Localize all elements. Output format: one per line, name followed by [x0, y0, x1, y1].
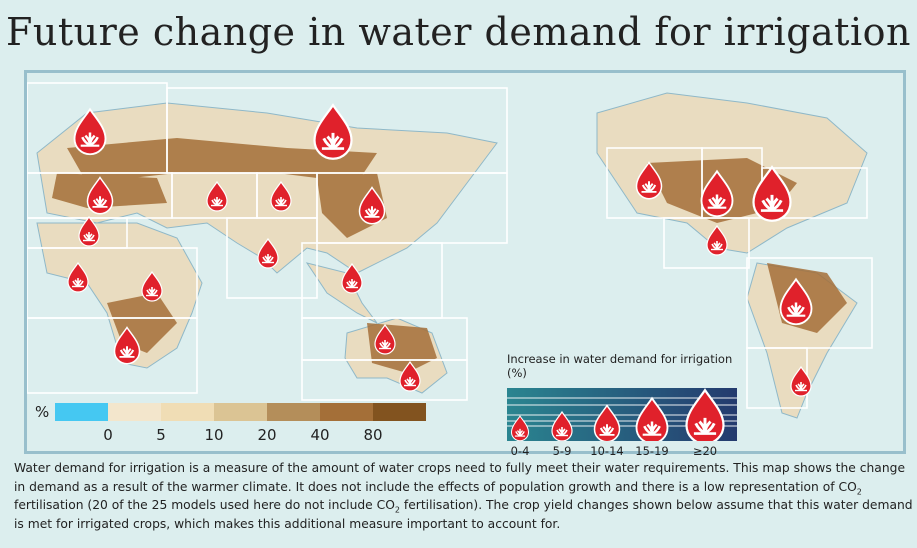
drop-size-legend: Increase in water demand for irrigation …	[507, 352, 737, 459]
scale-swatch	[55, 403, 108, 421]
water-drop-icon	[86, 176, 114, 215]
water-drop-icon	[752, 165, 792, 222]
map-canvas	[27, 82, 873, 419]
water-drop-icon	[399, 360, 421, 392]
region-boxes	[27, 82, 873, 409]
scale-bar	[55, 403, 426, 421]
scale-swatch	[214, 403, 267, 421]
water-drop-icon	[779, 277, 813, 326]
drop-legend-panel	[507, 388, 737, 441]
scale-swatch	[320, 403, 373, 421]
caption-subscript: 2	[856, 487, 862, 497]
scale-label: 40	[310, 426, 330, 444]
caption-text: fertilisation (20 of the 25 models used …	[14, 498, 395, 513]
page-title: Future change in water demand for irriga…	[6, 10, 911, 54]
water-drop-icon	[374, 323, 396, 355]
drop-class-label: 5-9	[552, 444, 572, 458]
scale-label: 20	[257, 426, 277, 444]
scale-unit: %	[35, 403, 50, 421]
caption-subscript: 2	[394, 505, 400, 515]
water-drop-icon	[685, 388, 725, 441]
caption-text: fertilisation). The crop yield changes s…	[14, 498, 913, 531]
scale-swatch	[108, 403, 161, 421]
water-drop-icon	[341, 262, 363, 294]
water-drop-icon	[113, 326, 141, 365]
caption-text: Water demand for irrigation is a measure…	[14, 461, 906, 494]
water-drop-icon	[593, 404, 621, 441]
water-drop-icon	[141, 270, 163, 302]
water-drop-icon	[635, 161, 663, 200]
water-drop-icon	[313, 103, 353, 160]
water-drop-icon	[510, 415, 530, 441]
water-drop-icon	[551, 410, 573, 441]
scale-label: 10	[204, 426, 224, 444]
scale-label: 5	[156, 426, 166, 444]
water-drop-icon	[635, 396, 669, 441]
scale-swatch	[373, 403, 426, 421]
water-drop-icon	[257, 237, 279, 269]
caption: Water demand for irrigation is a measure…	[14, 459, 914, 533]
water-drop-icon	[358, 186, 386, 225]
water-drop-icon	[790, 365, 812, 397]
drop-class-label: ≥20	[692, 444, 718, 458]
drop-class-label: 0-4	[510, 444, 530, 458]
water-drop-icon	[206, 180, 228, 212]
scale-label: 80	[363, 426, 383, 444]
scale-label: 0	[103, 426, 113, 444]
scale-swatch	[161, 403, 214, 421]
water-drop-icon	[270, 180, 292, 212]
drop-legend-title: Increase in water demand for irrigation …	[507, 352, 733, 380]
water-drop-icon	[706, 224, 728, 256]
water-drop-icon	[73, 107, 107, 156]
colour-scale-legend: % 0 5 10 20 40 80	[35, 403, 455, 447]
demand-drops	[67, 103, 813, 397]
drop-class-label: 15-19	[635, 444, 669, 458]
water-drop-icon	[700, 169, 734, 218]
drop-legend-graphic	[507, 388, 737, 441]
world-map: % 0 5 10 20 40 80	[24, 70, 906, 454]
scale-swatch	[267, 403, 320, 421]
water-drop-icon	[78, 215, 100, 247]
drop-class-label: 10-14	[590, 444, 624, 458]
water-drop-icon	[67, 261, 89, 293]
